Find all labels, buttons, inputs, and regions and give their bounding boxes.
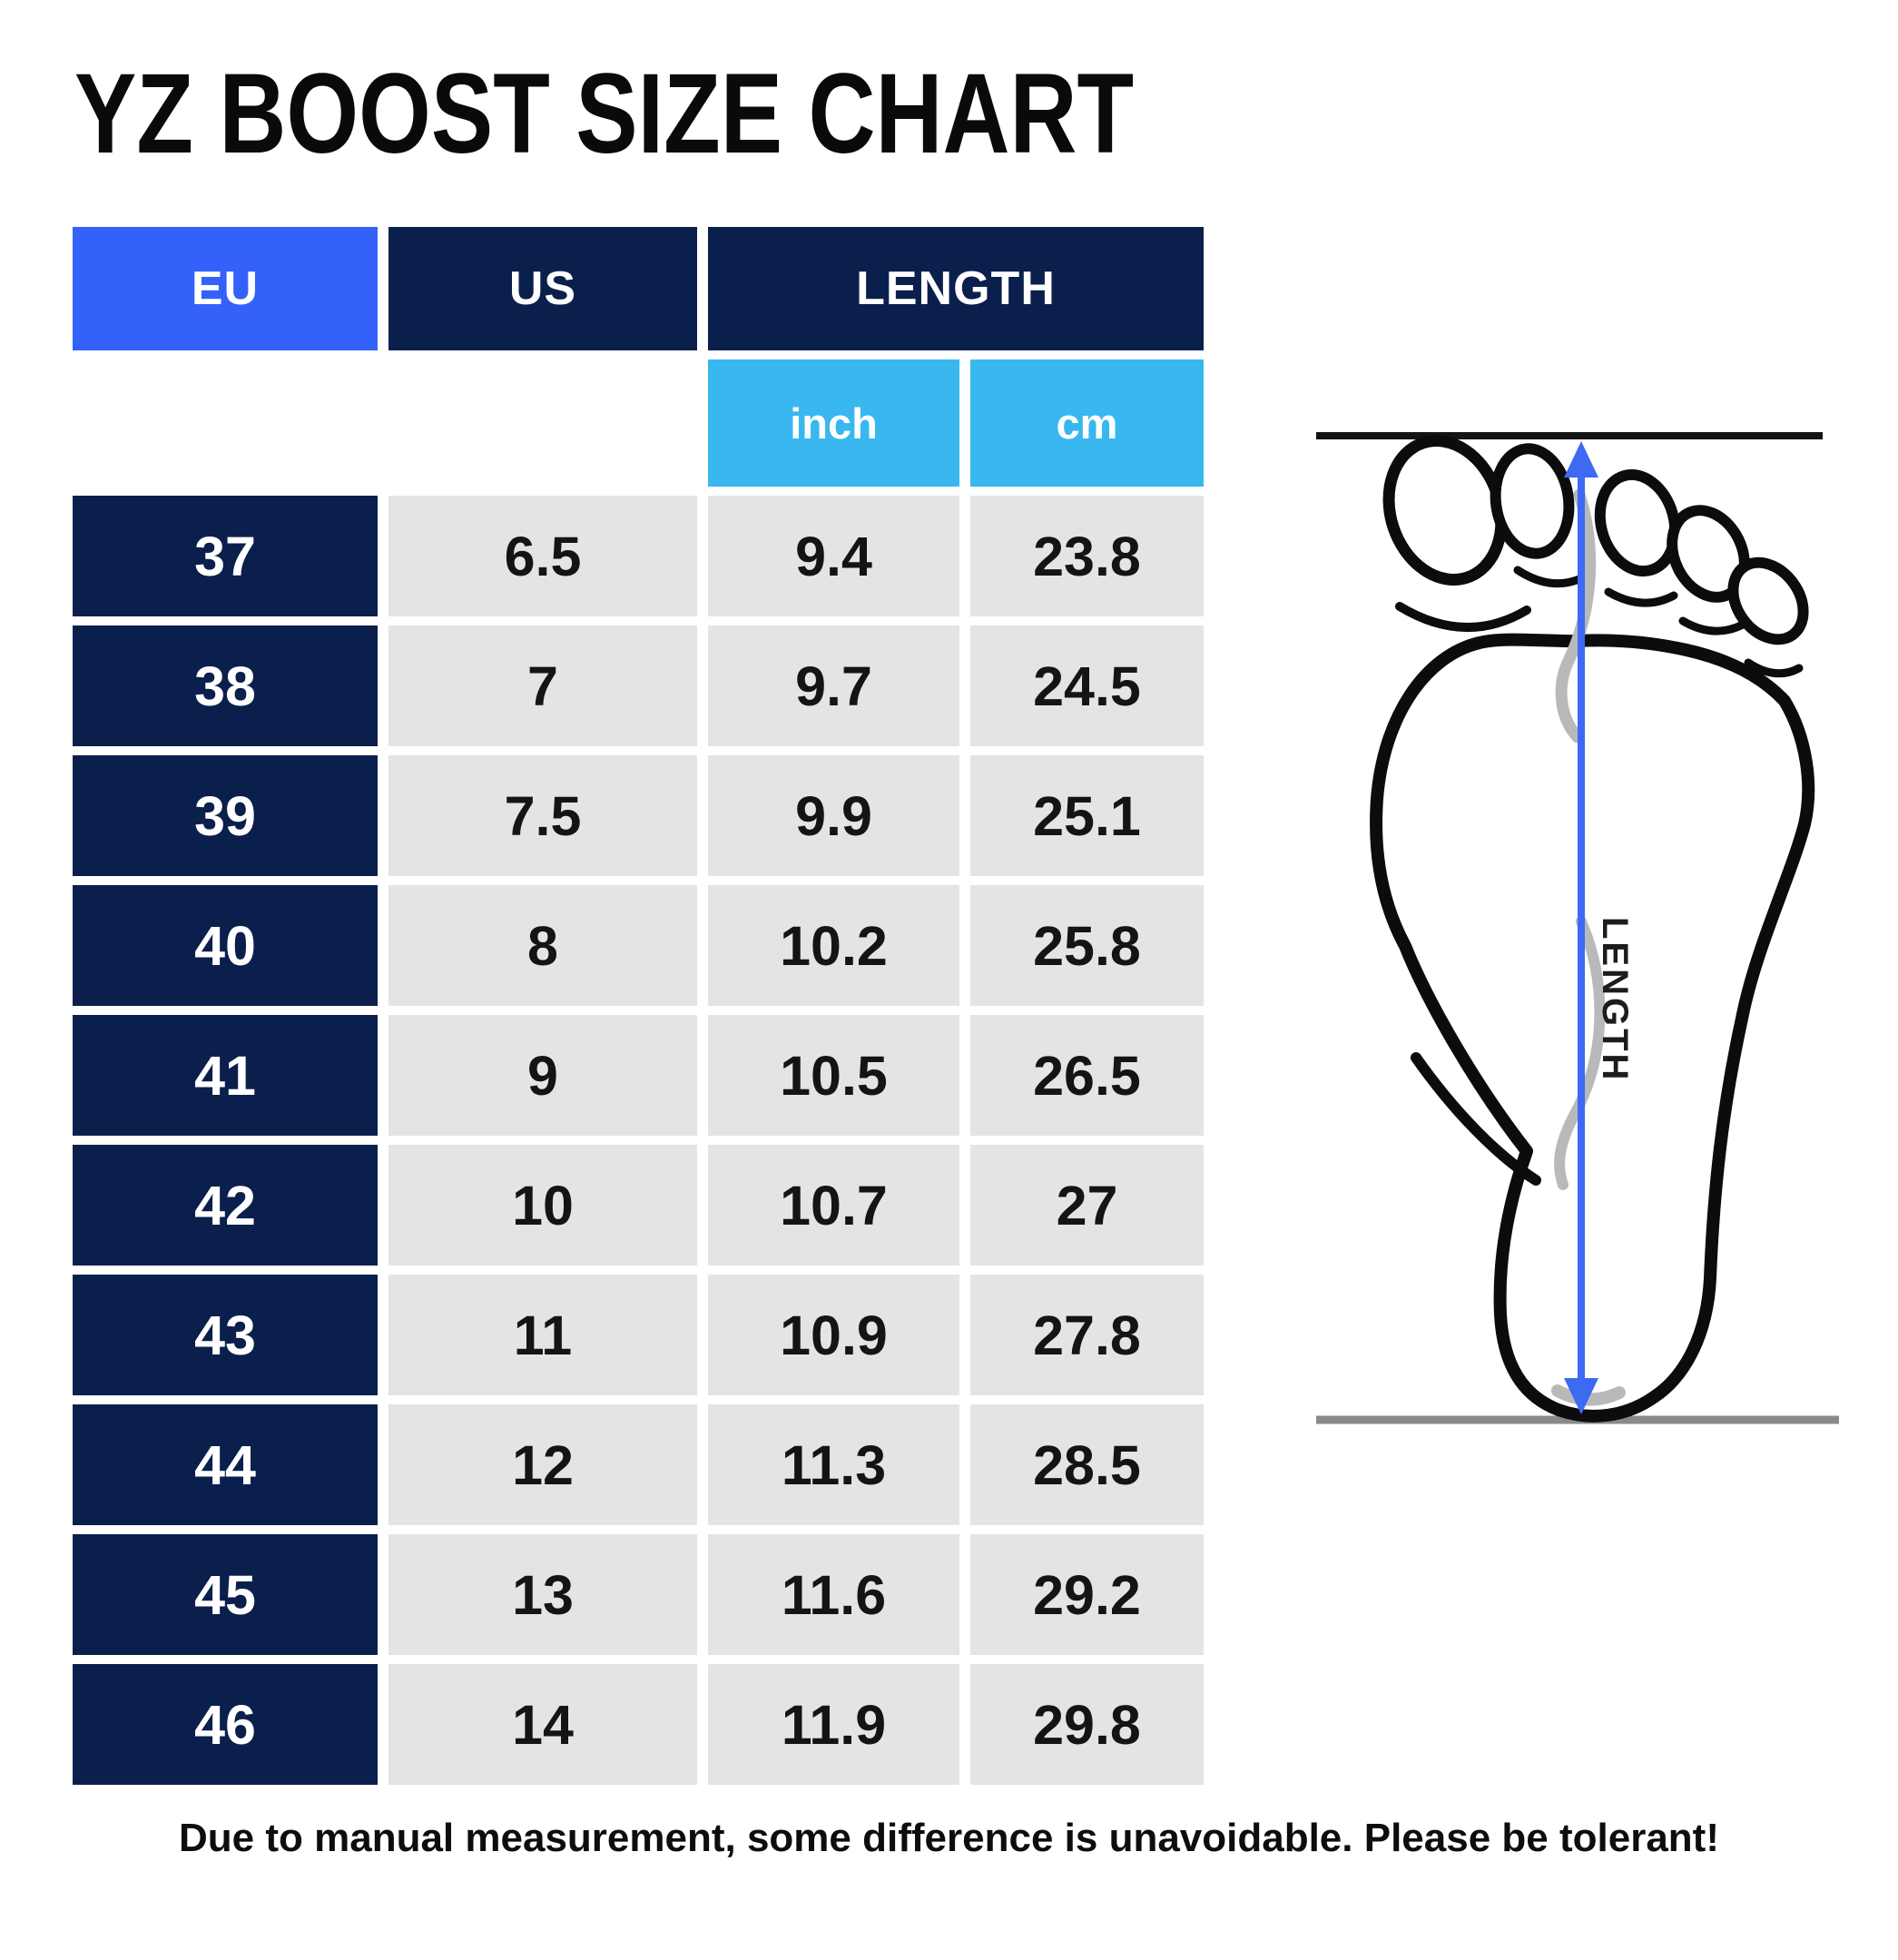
header-length: LENGTH <box>708 227 1204 350</box>
cell-us: 12 <box>388 1404 697 1525</box>
cell-us: 11 <box>388 1275 697 1395</box>
foot-sole-outline <box>1370 633 1815 1423</box>
length-arrow-head-bottom <box>1564 1378 1598 1414</box>
cell-cm: 27 <box>970 1145 1204 1266</box>
cell-us: 10 <box>388 1145 697 1266</box>
cell-eu: 39 <box>73 755 378 876</box>
cell-cm: 24.5 <box>970 625 1204 746</box>
table-row: 46 14 11.9 29.8 <box>73 1664 1204 1785</box>
table-row: 42 10 10.7 27 <box>73 1145 1204 1266</box>
gray-detail-toe-area <box>1555 488 1597 744</box>
cell-cm: 27.8 <box>970 1275 1204 1395</box>
cell-eu: 42 <box>73 1145 378 1266</box>
little-toe <box>1727 556 1809 645</box>
cell-inch: 10.2 <box>708 885 959 1006</box>
cell-eu: 41 <box>73 1015 378 1136</box>
tolerance-note: Due to manual measurement, some differen… <box>179 1816 1719 1860</box>
cell-cm: 29.2 <box>970 1534 1204 1655</box>
length-label: LENGTH <box>1595 917 1635 1082</box>
third-toe <box>1594 468 1681 577</box>
cell-inch: 10.7 <box>708 1145 959 1266</box>
toe-crease <box>1395 602 1531 633</box>
gray-detail-heel <box>1551 1384 1626 1406</box>
table-row: 41 9 10.5 26.5 <box>73 1015 1204 1136</box>
cell-cm: 25.8 <box>970 885 1204 1006</box>
foot-measurement-diagram: LENGTH <box>1316 432 1839 1424</box>
cell-eu: 37 <box>73 496 378 616</box>
cell-us: 9 <box>388 1015 697 1136</box>
cell-inch: 9.9 <box>708 755 959 876</box>
cell-cm: 29.8 <box>970 1664 1204 1785</box>
cell-eu: 46 <box>73 1664 378 1785</box>
cell-inch: 11.6 <box>708 1534 959 1655</box>
cell-eu: 43 <box>73 1275 378 1395</box>
cell-cm: 28.5 <box>970 1404 1204 1525</box>
table-row: 40 8 10.2 25.8 <box>73 885 1204 1006</box>
cell-eu: 38 <box>73 625 378 746</box>
table-row: 37 6.5 9.4 23.8 <box>73 496 1204 616</box>
header-eu: EU <box>73 227 378 350</box>
cell-eu: 40 <box>73 885 378 1006</box>
cell-inch: 10.9 <box>708 1275 959 1395</box>
table-row: 45 13 11.6 29.2 <box>73 1534 1204 1655</box>
cell-inch: 11.9 <box>708 1664 959 1785</box>
cell-inch: 9.7 <box>708 625 959 746</box>
table-subheader-row: inch cm <box>73 359 1204 487</box>
cell-us: 7 <box>388 625 697 746</box>
table-row: 39 7.5 9.9 25.1 <box>73 755 1204 876</box>
cell-eu: 45 <box>73 1534 378 1655</box>
table-row: 43 11 10.9 27.8 <box>73 1275 1204 1395</box>
cell-inch: 10.5 <box>708 1015 959 1136</box>
cell-cm: 25.1 <box>970 755 1204 876</box>
cell-us: 14 <box>388 1664 697 1785</box>
header-us: US <box>388 227 697 350</box>
length-arrow-head-top <box>1564 441 1598 478</box>
arch-crease-line <box>1411 1052 1541 1186</box>
toe-crease <box>1678 616 1747 635</box>
second-toe <box>1490 443 1575 559</box>
page-title: YZ BOOST SIZE CHART <box>74 49 1135 177</box>
cell-inch: 11.3 <box>708 1404 959 1525</box>
cell-us: 6.5 <box>388 496 697 616</box>
cell-inch: 9.4 <box>708 496 959 616</box>
table-header-row: EU US LENGTH <box>73 227 1204 350</box>
subheader-inch: inch <box>708 359 959 487</box>
cell-us: 8 <box>388 885 697 1006</box>
table-row: 38 7 9.7 24.5 <box>73 625 1204 746</box>
cell-us: 13 <box>388 1534 697 1655</box>
cell-cm: 23.8 <box>970 496 1204 616</box>
table-row: 44 12 11.3 28.5 <box>73 1404 1204 1525</box>
toe-crease <box>1744 658 1804 678</box>
size-table: EU US LENGTH inch cm 37 6.5 9.4 23.8 38 … <box>73 227 1204 1794</box>
cell-cm: 26.5 <box>970 1015 1204 1136</box>
toe-crease <box>1604 587 1678 607</box>
subheader-cm: cm <box>970 359 1204 487</box>
cell-eu: 44 <box>73 1404 378 1525</box>
cell-us: 7.5 <box>388 755 697 876</box>
toe-crease <box>1513 566 1591 588</box>
